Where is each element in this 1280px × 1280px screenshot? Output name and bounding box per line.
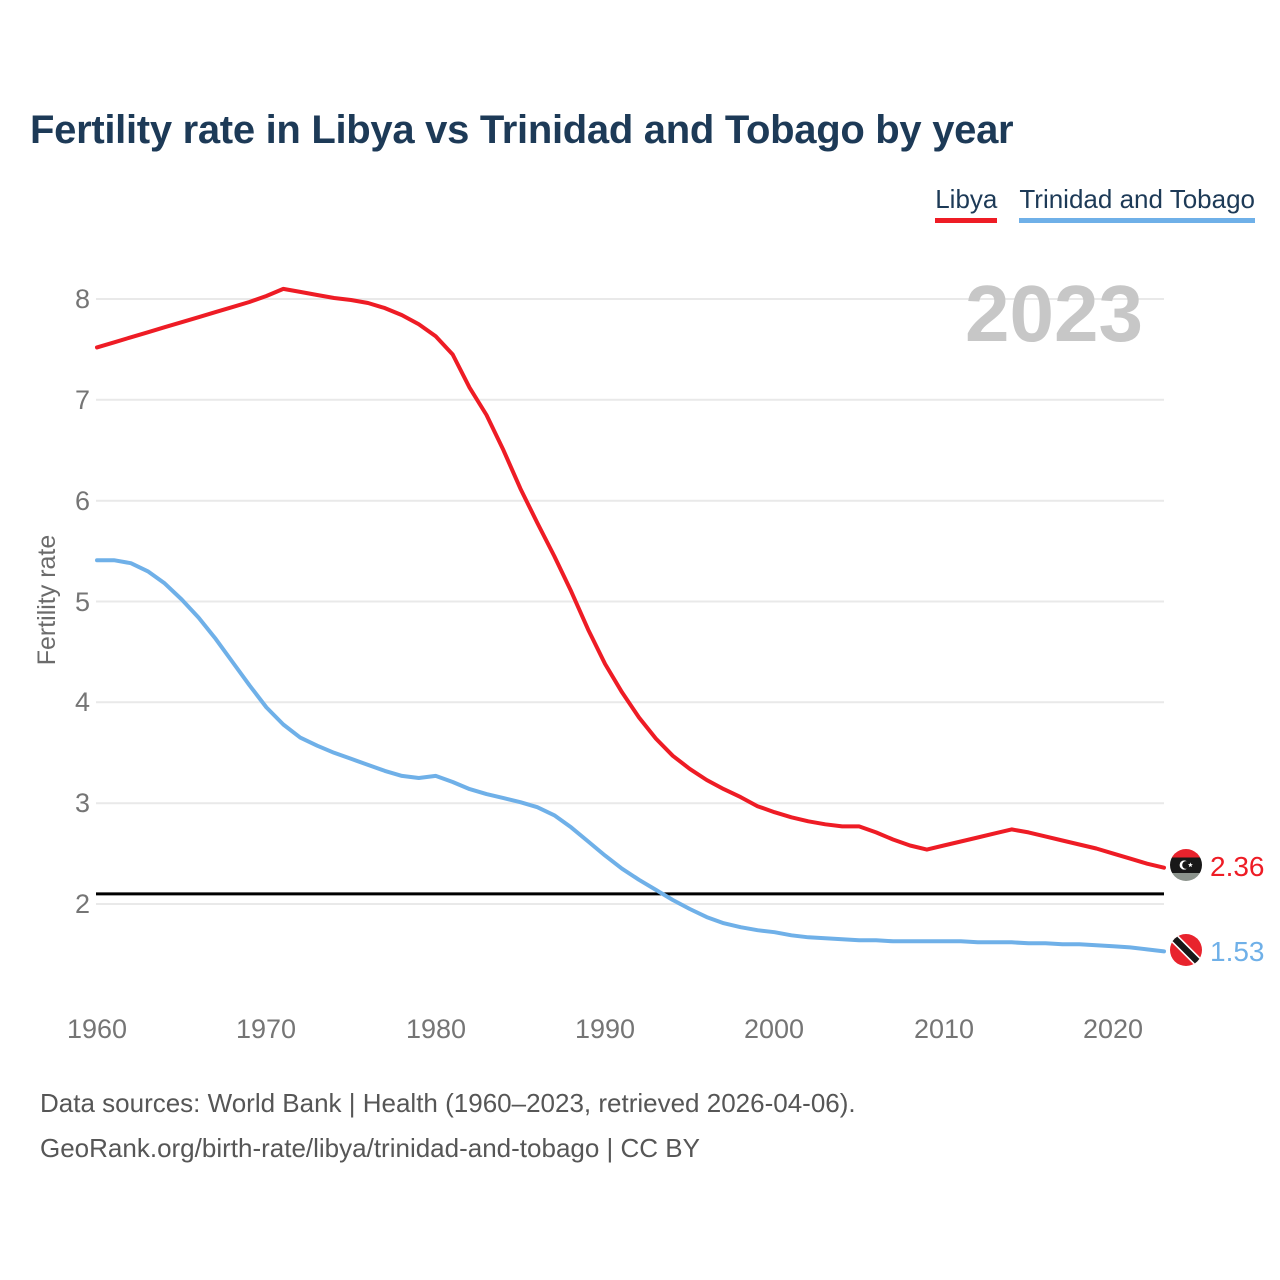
libya-series-line: [95, 286, 1166, 870]
x-tick-label-1980: 1980: [405, 1014, 467, 1044]
x-tick-label-2010: 2010: [913, 1014, 975, 1044]
source-attribution: Data sources: World Bank | Health (1960–…: [40, 1081, 856, 1171]
trinidad-and-tobago-end-value-label: 1.53: [1210, 936, 1265, 967]
y-tick-label-7: 7: [74, 385, 90, 415]
x-tick-label-1970: 1970: [235, 1014, 297, 1044]
libya-flag-icon: [1170, 849, 1202, 881]
legend: Libya Trinidad and Tobago: [935, 184, 1255, 223]
trinidad-and-tobago-flag-icon: [1170, 934, 1202, 966]
y-tick-label-8: 8: [74, 284, 90, 314]
data-sources-line: Data sources: World Bank | Health (1960–…: [40, 1088, 856, 1118]
gridlines: [96, 298, 1164, 905]
y-tick-label-3: 3: [74, 788, 90, 818]
page-title: Fertility rate in Libya vs Trinidad and …: [30, 108, 1014, 152]
x-tick-label-1990: 1990: [574, 1014, 636, 1044]
x-tick-label-1960: 1960: [66, 1014, 128, 1044]
trinidad-and-tobago-series-line: [95, 558, 1166, 954]
legend-item-trinidad-and-tobago[interactable]: Trinidad and Tobago: [1019, 184, 1255, 223]
x-tick-label-2000: 2000: [743, 1014, 805, 1044]
data-series: [95, 286, 1166, 954]
x-tick-label-2020: 2020: [1082, 1014, 1144, 1044]
libya-end-value-label: 2.36: [1210, 851, 1265, 882]
y-tick-label-2: 2: [74, 889, 90, 919]
attribution-url-line: GeoRank.org/birth-rate/libya/trinidad-an…: [40, 1133, 700, 1163]
y-tick-label-5: 5: [74, 587, 90, 617]
y-tick-label-4: 4: [74, 687, 90, 717]
legend-item-libya[interactable]: Libya: [935, 184, 998, 223]
y-tick-label-6: 6: [74, 486, 90, 516]
year-watermark: 2023: [965, 269, 1143, 358]
